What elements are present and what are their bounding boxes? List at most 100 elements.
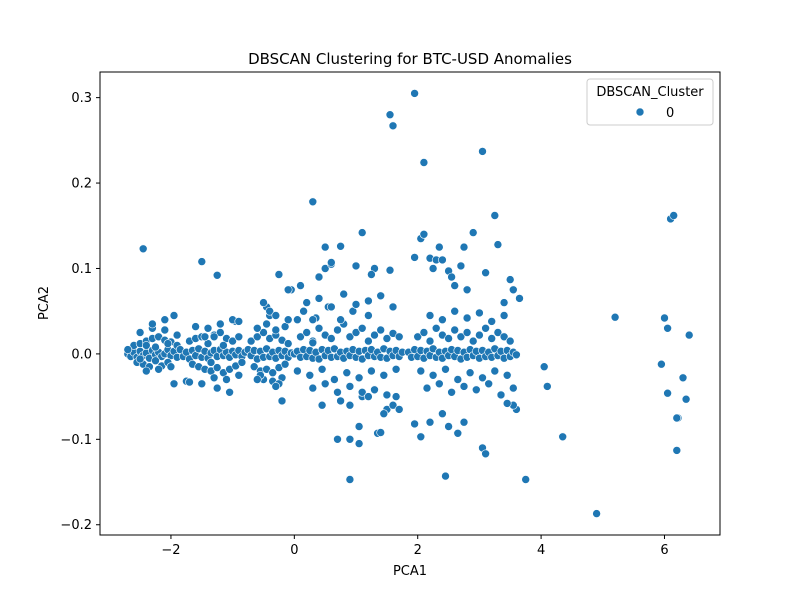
data-point [416, 432, 426, 442]
data-point [428, 370, 438, 380]
data-point [203, 323, 213, 333]
data-point [370, 330, 379, 340]
data-point [453, 428, 463, 438]
data-point [367, 366, 376, 376]
data-point [456, 261, 466, 271]
data-point [160, 315, 170, 325]
data-point [326, 302, 336, 312]
data-point [351, 328, 361, 337]
data-point [293, 366, 302, 376]
data-point [296, 281, 305, 290]
data-point [234, 370, 244, 380]
data-point [367, 270, 376, 279]
data-point [163, 339, 173, 348]
data-point [274, 270, 284, 279]
data-point [490, 211, 500, 220]
data-point [484, 379, 494, 389]
y-axis-label: PCA2 [37, 286, 52, 320]
data-point [493, 328, 503, 337]
data-point [669, 211, 679, 220]
data-point [225, 387, 234, 397]
x-axis: −2 0 2 4 6 [161, 535, 669, 558]
data-point [354, 422, 364, 431]
y-tick-label: 0.2 [71, 177, 92, 192]
y-tick-label: 0.1 [71, 262, 92, 277]
data-point [376, 291, 386, 301]
scatter-points [123, 89, 694, 518]
data-point [388, 121, 398, 131]
data-point [364, 296, 373, 306]
data-point [425, 336, 435, 346]
data-point [222, 375, 231, 384]
data-point [508, 383, 518, 393]
data-point [259, 328, 268, 337]
data-point [299, 306, 308, 316]
data-point [468, 336, 478, 346]
data-point [382, 334, 392, 343]
data-point [336, 396, 345, 406]
data-point [394, 405, 404, 414]
data-point [142, 341, 151, 350]
data-point [391, 364, 401, 374]
data-point [434, 379, 444, 389]
data-point [271, 311, 281, 320]
data-point [283, 285, 293, 295]
data-point [151, 342, 160, 352]
data-point [259, 298, 268, 307]
data-point [376, 428, 386, 437]
data-point [391, 392, 401, 401]
data-point [357, 387, 367, 397]
data-point [505, 275, 515, 284]
data-point [283, 315, 293, 325]
data-point [271, 325, 281, 335]
data-point [333, 325, 342, 335]
data-point [610, 312, 620, 322]
x-tick-label: 6 [660, 543, 668, 558]
data-point [209, 373, 219, 383]
data-point [379, 409, 389, 419]
data-point [185, 377, 194, 387]
data-point [438, 255, 447, 265]
data-point [339, 289, 349, 299]
y-tick-label: −0.2 [60, 518, 92, 533]
data-point [512, 350, 521, 360]
data-point [212, 383, 222, 393]
data-point [453, 375, 463, 384]
data-point [493, 240, 503, 249]
data-point [487, 334, 497, 343]
data-point [394, 332, 404, 342]
data-point [681, 394, 691, 404]
data-point [330, 375, 339, 384]
data-point [326, 334, 336, 343]
data-point [336, 315, 345, 325]
data-point [539, 362, 549, 372]
data-point [490, 366, 500, 376]
data-point [160, 325, 170, 335]
data-point [450, 281, 460, 290]
data-point [228, 336, 237, 346]
data-point [441, 471, 450, 481]
chart-title: DBSCAN Clustering for BTC-USD Anomalies [248, 50, 572, 68]
data-point [252, 332, 262, 342]
legend-marker [635, 107, 645, 117]
data-point [478, 373, 487, 383]
data-point [320, 379, 330, 389]
data-point [364, 336, 373, 346]
data-point [478, 147, 487, 156]
data-point [481, 449, 490, 459]
data-point [169, 311, 179, 320]
data-point [212, 270, 222, 280]
data-point [425, 311, 435, 320]
data-point [265, 306, 275, 316]
data-point [450, 325, 460, 335]
data-point [379, 370, 389, 380]
legend: DBSCAN_Cluster 0 [586, 78, 714, 126]
x-tick-label: 4 [537, 543, 545, 558]
data-point [216, 328, 225, 337]
data-point [592, 509, 601, 518]
data-point [342, 368, 352, 378]
data-point [385, 110, 395, 119]
data-point [438, 409, 447, 419]
data-point [345, 382, 355, 391]
